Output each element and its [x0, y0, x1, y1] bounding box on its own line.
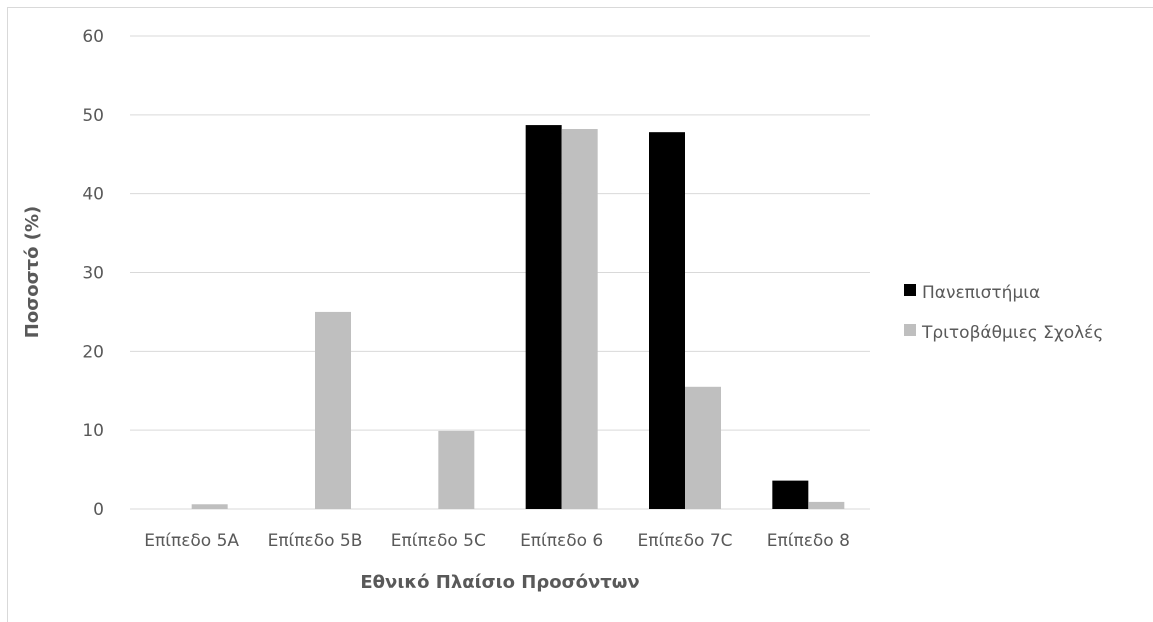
y-axis-title: Ποσοστό (%) — [22, 206, 43, 338]
y-tick-label: 50 — [82, 106, 104, 126]
bars — [191, 125, 845, 510]
legend-swatch — [904, 324, 916, 336]
x-axis-title: Εθνικό Πλαίσιο Προσόντων — [360, 572, 639, 593]
y-tick-label: 0 — [93, 500, 104, 520]
y-tick-label: 10 — [82, 421, 104, 441]
legend-label: Πανεπιστήμια — [922, 283, 1040, 303]
bar — [315, 311, 351, 509]
gridlines — [130, 35, 870, 510]
x-tick-label: Επίπεδο 5B — [268, 531, 363, 551]
x-tick-label: Επίπεδο 8 — [767, 531, 850, 551]
y-tick-label: 30 — [82, 264, 104, 284]
bar — [561, 129, 598, 510]
y-tick-label: 20 — [82, 342, 104, 362]
bar — [191, 504, 228, 509]
chart-frame — [7, 7, 1153, 622]
bar — [685, 386, 721, 509]
bar — [772, 480, 809, 509]
x-tick-label: Επίπεδο 6 — [520, 531, 603, 551]
bar — [808, 501, 845, 509]
y-tick-label: 60 — [82, 27, 104, 47]
legend-label: Τριτοβάθμιες Σχολές — [921, 323, 1103, 343]
x-tick-labels: Επίπεδο 5A Επίπεδο 5B Επίπεδο 5C Επίπεδο 6 Ε… — [144, 531, 850, 551]
y-tick-label: 40 — [82, 185, 104, 205]
x-tick-label: Επίπεδο 7C — [637, 531, 732, 551]
legend-swatch — [904, 284, 916, 296]
x-tick-label: Επίπεδο 5C — [391, 531, 486, 551]
bar — [438, 430, 475, 509]
x-tick-label: Επίπεδο 5A — [144, 531, 239, 551]
y-tick-labels: 0 10 20 30 40 50 60 — [82, 27, 104, 520]
bar — [525, 125, 562, 509]
bar — [649, 132, 685, 509]
legend: Πανεπιστήμια Τριτοβάθμιες Σχολές — [904, 283, 1103, 343]
